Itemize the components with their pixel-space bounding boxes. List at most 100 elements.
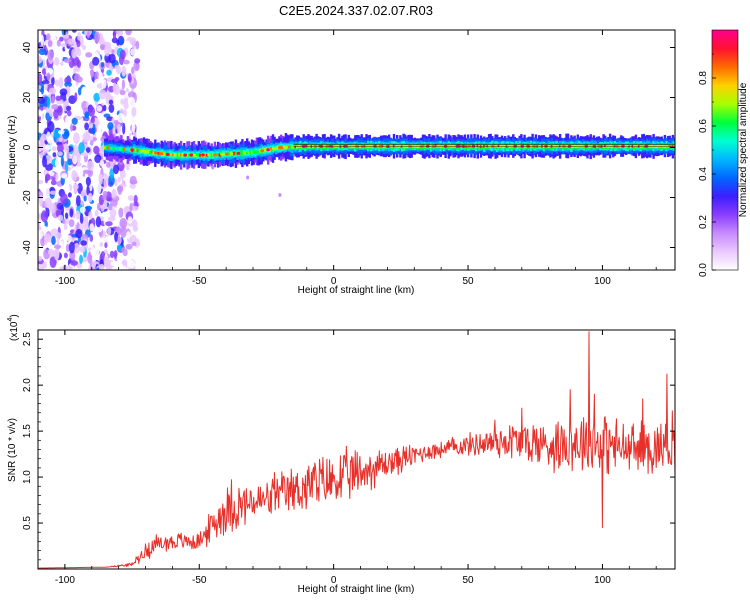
spectrogram-x-ticks: -100 -50 0 50 100 (37, 30, 657, 287)
spectrogram-noise-cell (57, 143, 64, 153)
spectrogram-band-cell (286, 145, 289, 149)
spectrogram-noise-cell (52, 152, 57, 158)
spectrogram-noise-cell (107, 216, 116, 222)
spectrogram-band-cell (152, 151, 155, 155)
spectrogram-noise-cell (126, 231, 131, 240)
spectrogram-band-cell (557, 145, 560, 148)
spectrogram-noise-cell (83, 195, 87, 202)
spectrogram-band-cell (584, 145, 588, 148)
spectrogram-band-cell (536, 145, 539, 148)
spectrogram-noise-cell (211, 165, 215, 170)
spectrogram-noise-cell (64, 145, 70, 154)
spectrogram-noise-cell (64, 212, 69, 219)
spectrogram-noise-cell (87, 192, 93, 203)
spectrogram-band-cell (634, 145, 638, 148)
spectrogram-band-cell (386, 144, 389, 148)
spectrogram-noise-cell (94, 31, 100, 43)
spectrogram-band-cell (626, 145, 629, 148)
spectrogram-noise-cell (80, 240, 87, 246)
spectrogram-band-cell (508, 144, 512, 148)
snr-series-line (38, 331, 675, 569)
colorbar: 0.0 0.2 0.4 0.6 0.8 Normalized spectral ampl… (698, 29, 749, 277)
spectrogram-noise-cell (45, 173, 51, 181)
spectrogram-peak-cell (165, 152, 170, 156)
spectrogram-noise-cell (101, 117, 106, 123)
spectrogram-noise-cell (89, 139, 94, 146)
spectrogram-band-cell (346, 144, 349, 148)
spectrogram-peak-cell (260, 149, 265, 153)
spectrogram-band-cell (146, 150, 149, 154)
spectrogram-band-cell (147, 150, 150, 154)
spectrogram-band-cell (247, 151, 250, 155)
spectrogram-noise-cell (127, 76, 131, 81)
spectrogram-noise-cell (130, 205, 139, 212)
spectrogram-peak-cell (301, 144, 306, 148)
spectrogram-peak-cell (313, 144, 318, 148)
spectrogram-noise-cell (38, 144, 43, 153)
spectrogram-peak-cell (526, 144, 530, 148)
spectrogram-band-cell (347, 145, 350, 148)
spectrogram-band-cell (337, 145, 341, 148)
spectrogram-noise-cell (122, 122, 126, 135)
snr-y-tick-label: 1.5 (22, 424, 33, 438)
spectrogram-peak-cell (443, 144, 448, 148)
spectrogram-peak-cell (355, 144, 359, 148)
spectrogram-band-cell (554, 145, 557, 148)
spectrogram-band-cell (402, 144, 405, 148)
spectrogram-noise-cell (127, 195, 135, 201)
spectrogram-peak-cell (130, 148, 134, 152)
spectrogram-band-cell (113, 147, 117, 150)
spectrogram-noise-cell (79, 245, 86, 253)
snr-x-tick-label: 0 (331, 575, 337, 586)
spectrogram-noise-cell (129, 113, 137, 126)
spectrogram-noise-cell (40, 85, 45, 95)
spectrogram-noise-cell (94, 154, 102, 164)
spectrogram-band-cell (671, 145, 675, 148)
spectrogram-noise-cell (71, 48, 77, 59)
spectrogram-noise-cells (38, 30, 141, 270)
spectrogram-noise-cell (45, 162, 53, 171)
spectrogram-band-cell (271, 147, 275, 150)
spectrogram-band-cell (323, 144, 326, 148)
spectrogram-noise-cell (38, 56, 43, 64)
spectrogram-peak-cell (420, 144, 424, 148)
spectrogram-peak-cell (201, 153, 205, 157)
spectrogram-noise-cell (75, 195, 81, 207)
spectrogram-noise-cell (75, 210, 81, 220)
spectrogram-noise-cell (76, 48, 82, 57)
spectrogram-noise-cell (38, 85, 42, 90)
spectrogram-band-cell (454, 145, 457, 148)
spectrogram-noise-cell (129, 183, 136, 190)
spectrogram-band-cell (139, 149, 142, 153)
spectrogram-noise-cell (67, 158, 73, 166)
spectrogram-band-cell (231, 152, 234, 156)
spectrogram-noise-cell (40, 34, 44, 46)
spectrogram-noise-cell (51, 104, 59, 110)
spectrogram-peak-cell (544, 144, 548, 148)
spectrogram-band-cell (596, 145, 599, 148)
spectrogram-noise-cell (74, 92, 78, 102)
spectrogram-noise-cell (98, 263, 105, 270)
spectrogram-noise-cell (54, 244, 62, 249)
spectrogram-band-cell (515, 145, 518, 148)
spectrogram-band-cell (328, 145, 331, 148)
spectrogram-band-cell (144, 150, 147, 154)
spectrogram-band-cell (317, 145, 320, 148)
spectrogram-y-ticks: -40 -20 0 20 40 (22, 42, 675, 255)
spectrogram-band-cell (476, 144, 479, 148)
spectrogram-noise-cell (49, 256, 57, 268)
spectrogram-band-cell (170, 153, 173, 157)
spectrogram-noise-cell (64, 183, 70, 195)
spectrogram-noise-cell (54, 79, 60, 87)
spectrogram-noise-cell (124, 188, 128, 194)
spectrogram-peak-cell (461, 144, 466, 148)
spectrogram-band-cell (250, 151, 254, 154)
spectrogram-noise-cell (113, 94, 119, 107)
spectrogram-band-cell (497, 144, 500, 147)
spectrogram-x-label: Height of straight line (km) (298, 285, 415, 296)
spectrogram-noise-cell (246, 175, 250, 180)
spectrogram-band-cell (252, 150, 255, 154)
spectrogram-noise-cell (65, 85, 71, 98)
spectrogram-noise-cell (66, 150, 70, 161)
spectrogram-noise-cell (131, 106, 137, 117)
